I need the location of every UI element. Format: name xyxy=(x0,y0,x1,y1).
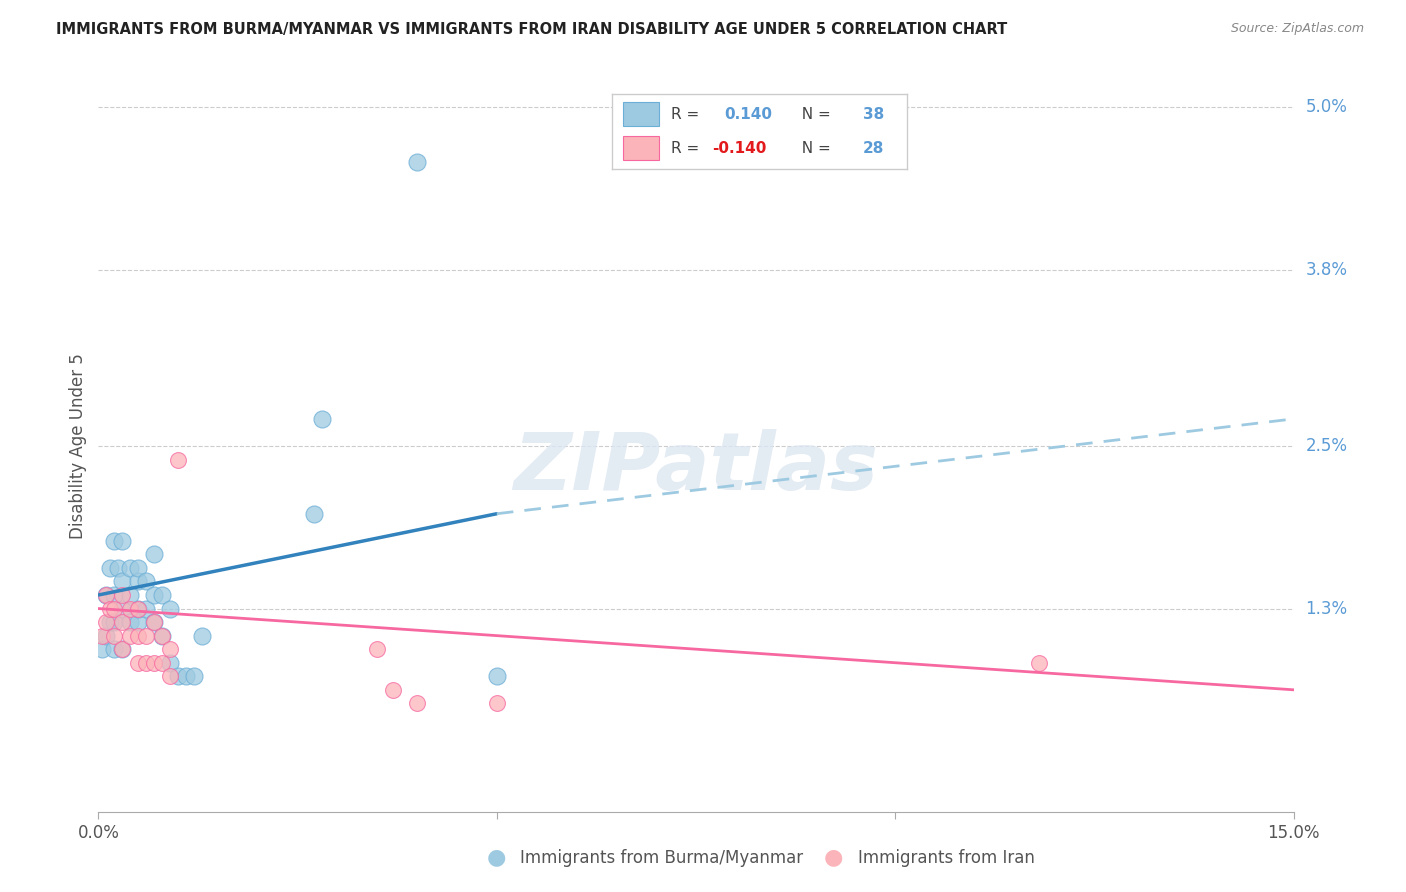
Point xyxy=(103,615,125,629)
Text: ZIPatlas: ZIPatlas xyxy=(513,429,879,507)
Point xyxy=(103,642,125,657)
Point xyxy=(127,601,149,615)
Text: N =: N = xyxy=(792,107,835,121)
Point xyxy=(135,601,157,615)
Point xyxy=(120,588,142,602)
Point xyxy=(406,154,429,169)
Point xyxy=(150,629,173,643)
Text: R =: R = xyxy=(671,107,704,121)
Text: 0.140: 0.140 xyxy=(724,107,772,121)
Point xyxy=(150,656,173,670)
Point xyxy=(159,656,181,670)
Text: Source: ZipAtlas.com: Source: ZipAtlas.com xyxy=(1230,22,1364,36)
Point xyxy=(127,656,149,670)
Point xyxy=(103,601,125,615)
Point xyxy=(406,697,429,711)
Point xyxy=(111,601,134,615)
Point xyxy=(150,629,173,643)
Point xyxy=(107,561,129,575)
Point xyxy=(91,642,114,657)
Point xyxy=(111,574,134,589)
Bar xyxy=(623,102,659,127)
Point xyxy=(1028,656,1050,670)
Text: Immigrants from Iran: Immigrants from Iran xyxy=(858,849,1035,867)
Point xyxy=(111,642,134,657)
Point xyxy=(98,561,122,575)
Point xyxy=(96,615,118,629)
Point xyxy=(96,588,118,602)
Text: N =: N = xyxy=(792,141,835,156)
Point xyxy=(167,452,190,467)
Point xyxy=(191,629,214,643)
Point xyxy=(159,669,181,683)
Point xyxy=(143,615,166,629)
Text: R =: R = xyxy=(671,141,704,156)
Point xyxy=(366,642,388,657)
Point xyxy=(111,533,134,548)
Point xyxy=(111,615,134,629)
Text: Immigrants from Burma/Myanmar: Immigrants from Burma/Myanmar xyxy=(520,849,803,867)
Point xyxy=(98,601,122,615)
Point xyxy=(143,588,166,602)
Point xyxy=(167,669,190,683)
Text: ●: ● xyxy=(486,847,506,867)
Point xyxy=(111,588,134,602)
Point xyxy=(127,629,149,643)
Text: 1.3%: 1.3% xyxy=(1305,599,1347,617)
Point xyxy=(183,669,205,683)
Point xyxy=(127,574,149,589)
Y-axis label: Disability Age Under 5: Disability Age Under 5 xyxy=(69,353,87,539)
Point xyxy=(103,629,125,643)
Point xyxy=(103,533,125,548)
Point xyxy=(91,629,114,643)
Point xyxy=(135,629,157,643)
Point xyxy=(120,615,142,629)
Text: 28: 28 xyxy=(863,141,884,156)
Point xyxy=(120,629,142,643)
Text: IMMIGRANTS FROM BURMA/MYANMAR VS IMMIGRANTS FROM IRAN DISABILITY AGE UNDER 5 COR: IMMIGRANTS FROM BURMA/MYANMAR VS IMMIGRA… xyxy=(56,22,1008,37)
Point xyxy=(103,588,125,602)
Point xyxy=(96,629,118,643)
Text: 5.0%: 5.0% xyxy=(1305,98,1347,116)
Point xyxy=(382,682,405,697)
Point xyxy=(135,656,157,670)
Point xyxy=(143,547,166,561)
Point xyxy=(135,574,157,589)
Point xyxy=(485,697,508,711)
Text: -0.140: -0.140 xyxy=(711,141,766,156)
Point xyxy=(127,615,149,629)
Bar xyxy=(623,136,659,161)
Text: 2.5%: 2.5% xyxy=(1305,437,1347,455)
Point xyxy=(127,601,149,615)
Point xyxy=(143,656,166,670)
Point xyxy=(311,412,333,426)
Point xyxy=(159,601,181,615)
Point xyxy=(302,507,325,521)
Point xyxy=(485,669,508,683)
Text: ●: ● xyxy=(824,847,844,867)
Point xyxy=(159,642,181,657)
Text: 38: 38 xyxy=(863,107,884,121)
Point xyxy=(174,669,197,683)
Point xyxy=(120,601,142,615)
Point xyxy=(98,615,122,629)
Point xyxy=(127,561,149,575)
Point xyxy=(96,588,118,602)
Text: 3.8%: 3.8% xyxy=(1305,261,1347,279)
Point xyxy=(120,561,142,575)
Point xyxy=(150,588,173,602)
Point xyxy=(143,615,166,629)
Point xyxy=(111,642,134,657)
